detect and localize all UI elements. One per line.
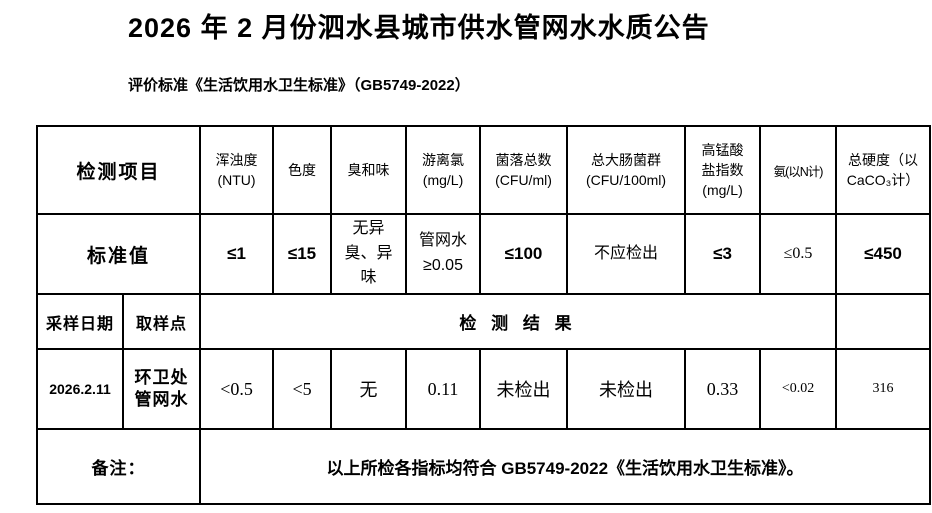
result-chroma: <5 [272, 348, 333, 430]
standard-total-hardness: ≤450 [835, 213, 932, 295]
col-header-ammonia: 氨(以N计) [759, 125, 838, 215]
remark-row: 备注： 以上所检各指标均符合 GB5749-2022《生活饮用水卫生标准》。 [35, 428, 932, 505]
evaluation-standard-note: 评价标准《生活饮用水卫生标准》（GB5749-2022） [128, 77, 470, 94]
result-ammonia: <0.02 [759, 348, 838, 430]
col-header-odor-and-taste: 臭和味 [330, 125, 408, 215]
col-header-total-hardness: 总硬度（以 CaCO₃计） [835, 125, 932, 215]
sampling-date-label: 采样日期 [36, 293, 124, 350]
col-header-total-coliforms: 总大肠菌群 (CFU/100ml) [566, 125, 687, 215]
result-total-hardness: 316 [835, 348, 932, 430]
result-total-colony-count: 未检出 [479, 348, 569, 430]
result-turbidity: <0.5 [199, 348, 275, 430]
result-free-chlorine: 0.11 [405, 348, 482, 430]
col-header-permanganate-index: 高锰酸 盐指数 (mg/L) [684, 125, 762, 215]
sample-date: 2026.2.11 [36, 348, 124, 430]
page-title: 2026 年 2 月份泗水县城市供水管网水水质公告 [128, 13, 710, 43]
detection-results-label: 检 测 结 果 [199, 293, 838, 350]
standard-ammonia: ≤0.5 [759, 213, 838, 295]
col-header-chroma: 色度 [272, 125, 333, 215]
col-header-total-colony-count: 菌落总数 (CFU/ml) [479, 125, 569, 215]
sample-site: 环卫处 管网水 [121, 348, 202, 430]
remark-text: 以上所检各指标均符合 GB5749-2022《生活饮用水卫生标准》。 [199, 428, 932, 505]
standard-value-label: 标准值 [35, 213, 202, 295]
col-header-free-chlorine: 游离氯 (mg/L) [405, 125, 482, 215]
section-row: 采样日期 取样点 检 测 结 果 [36, 293, 932, 350]
detection-items-label: 检测项目 [35, 125, 202, 215]
standard-permanganate-index: ≤3 [684, 213, 762, 295]
remark-label: 备注： [35, 428, 202, 505]
standard-free-chlorine: 管网水 ≥0.05 [405, 213, 482, 295]
standard-value-row: 标准值 ≤1 ≤15 无异 臭、异 味 管网水 ≥0.05 ≤100 不应检出 … [35, 213, 932, 295]
standard-total-coliforms: 不应检出 [566, 213, 687, 295]
result-total-coliforms: 未检出 [566, 348, 687, 430]
standard-turbidity: ≤1 [199, 213, 275, 295]
col-header-turbidity: 浑浊度 (NTU) [199, 125, 275, 215]
header-row: 检测项目 浑浊度 (NTU) 色度 臭和味 游离氯 (mg/L) 菌落总数 (C… [35, 125, 932, 215]
standard-total-colony-count: ≤100 [479, 213, 569, 295]
result-odor-and-taste: 无 [330, 348, 408, 430]
standard-chroma: ≤15 [272, 213, 333, 295]
water-quality-table: 检测项目 浑浊度 (NTU) 色度 臭和味 游离氯 (mg/L) 菌落总数 (C… [35, 125, 932, 505]
sampling-point-label: 取样点 [121, 293, 202, 350]
section-row-empty-cell [835, 293, 932, 350]
result-data-row: 2026.2.11 环卫处 管网水 <0.5 <5 无 0.11 未检出 未检出… [36, 348, 932, 430]
standard-odor-and-taste: 无异 臭、异 味 [330, 213, 408, 295]
result-permanganate-index: 0.33 [684, 348, 762, 430]
